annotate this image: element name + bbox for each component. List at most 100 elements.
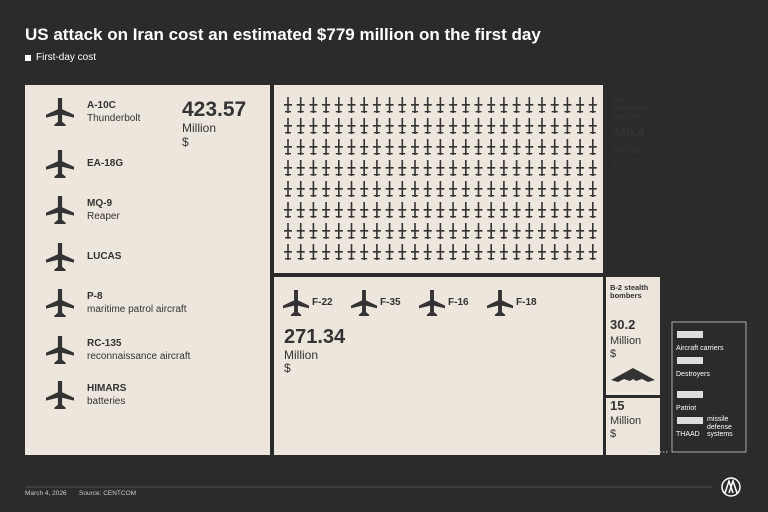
missile-icon <box>385 139 394 155</box>
missile-icon <box>347 118 356 134</box>
missile-icon <box>411 139 419 155</box>
missile-icon <box>576 202 585 218</box>
missile-icon <box>550 160 559 176</box>
missile-icon <box>385 118 394 134</box>
aircraft-icon <box>487 290 513 316</box>
missile-icon <box>334 139 343 155</box>
aircraft-icon <box>283 290 309 316</box>
missile-icon <box>499 223 508 239</box>
missile-icon <box>309 181 318 197</box>
missile-icon <box>385 223 394 239</box>
missile-icon <box>411 97 419 113</box>
missile-icon <box>423 139 432 155</box>
missile-icon <box>538 181 546 197</box>
missile-icon <box>588 118 597 134</box>
missile-icon <box>372 202 381 218</box>
missile-icon <box>423 244 432 260</box>
missile-icon <box>347 139 356 155</box>
missile-icon <box>538 139 546 155</box>
asset-icon <box>677 417 703 424</box>
missile-icon <box>512 139 521 155</box>
footer-source: Source: CENTCOM <box>79 490 137 497</box>
missile-icon <box>588 139 597 155</box>
cost-block <box>25 85 270 455</box>
missile-icon <box>538 202 546 218</box>
currency-label: $ <box>612 157 619 169</box>
aircraft-icon <box>46 289 74 317</box>
missile-icon <box>423 160 432 176</box>
missile-icon <box>360 139 369 155</box>
missile-icon <box>576 223 585 239</box>
asset-name: Aircraft carriers <box>676 345 724 352</box>
value-label: 15 <box>610 398 625 413</box>
missile-icon <box>322 118 331 134</box>
missile-icon <box>360 223 369 239</box>
currency-label: $ <box>610 348 617 360</box>
aircraft-icon <box>46 243 74 271</box>
currency-label: $ <box>284 361 291 375</box>
block-caption: B-2 stealth bombers <box>610 283 649 301</box>
missile-icon <box>360 202 369 218</box>
missile-icon <box>296 160 305 176</box>
missile-icon <box>322 160 331 176</box>
missile-icon <box>474 160 483 176</box>
missile-icon <box>309 244 318 260</box>
missile-icon <box>398 160 407 176</box>
missile-icon <box>385 97 394 113</box>
missile-icon <box>284 244 292 260</box>
missile-icon <box>487 244 496 260</box>
missile-icon <box>334 223 343 239</box>
missile-icon <box>309 118 318 134</box>
value-label: 271.34 <box>284 326 346 348</box>
missile-icon <box>296 97 305 113</box>
missile-icon <box>284 118 292 134</box>
missile-icon <box>385 181 394 197</box>
item-name: F-16 <box>448 297 469 308</box>
missile-icon <box>385 160 394 176</box>
missile-icon <box>499 244 508 260</box>
missile-icon <box>487 139 496 155</box>
aircraft-icon <box>46 336 74 364</box>
missile-icon <box>334 118 343 134</box>
currency-label: $ <box>182 135 189 149</box>
missile-icon <box>576 244 585 260</box>
footer-date: March 4, 2026 <box>25 490 67 497</box>
cost-block <box>274 85 603 273</box>
missile-icon <box>563 181 572 197</box>
missile-icon <box>550 97 559 113</box>
missile-icon <box>449 160 458 176</box>
missile-icon <box>436 181 445 197</box>
missile-icon <box>423 223 432 239</box>
missile-icon <box>461 223 470 239</box>
missile-icon <box>474 181 483 197</box>
cost-block <box>606 398 660 455</box>
missile-icon <box>499 160 508 176</box>
legend-label: First-day cost <box>36 52 97 63</box>
legend-swatch <box>25 55 31 61</box>
missile-icon <box>538 223 546 239</box>
missile-icon <box>296 223 305 239</box>
asset-icon <box>677 391 703 398</box>
missile-icon <box>296 244 305 260</box>
missile-icon <box>436 244 445 260</box>
missile-icon <box>563 244 572 260</box>
missile-icon <box>474 223 483 239</box>
missile-icon <box>499 139 508 155</box>
missile-icon <box>525 139 534 155</box>
missile-icon <box>296 181 305 197</box>
missile-icon <box>309 202 318 218</box>
missile-icon <box>398 139 407 155</box>
missile-icon <box>347 244 356 260</box>
missile-icon <box>309 139 318 155</box>
missile-icon <box>322 244 331 260</box>
missile-icon <box>423 181 432 197</box>
missile-icon <box>334 181 343 197</box>
item-name: F-22 <box>312 297 333 308</box>
missile-icon <box>284 223 292 239</box>
asset-name: THAAD <box>676 431 700 438</box>
value-label: 340.4 <box>612 125 645 140</box>
missile-icon <box>398 118 407 134</box>
missile-icon <box>449 223 458 239</box>
missile-icon <box>576 97 585 113</box>
unit-label: Million <box>284 348 319 362</box>
